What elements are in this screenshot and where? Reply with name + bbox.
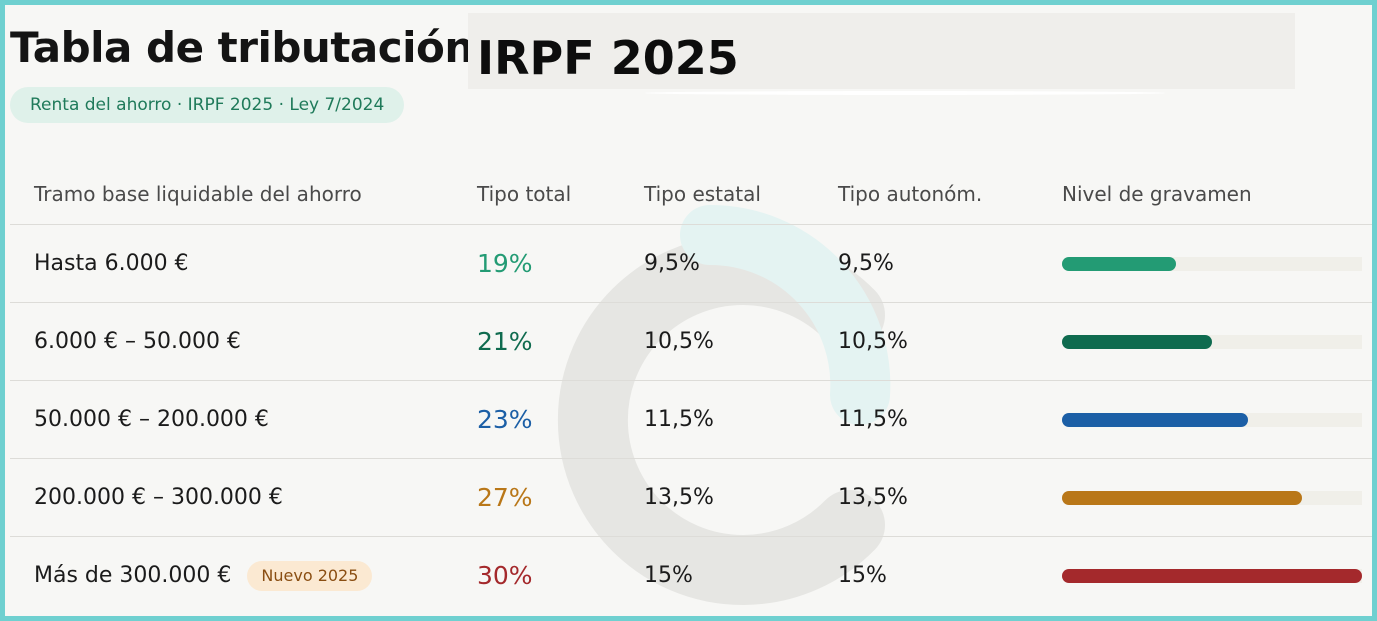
cell-tramo: 50.000 € – 200.000 € bbox=[10, 380, 476, 459]
level-bar-fill bbox=[1062, 490, 1302, 505]
cell-tipo-autonomico: 15% bbox=[838, 563, 887, 588]
cell-tramo: Más de 300.000 € Nuevo 2025 bbox=[10, 537, 476, 615]
cell-tipo-autonomico: 11,5% bbox=[837, 380, 1061, 459]
cell-tipo-autonomico: 10,5% bbox=[837, 302, 1061, 381]
cell-tipo-estatal: 10,5% bbox=[643, 302, 837, 381]
column-header-tipo-total: Tipo total bbox=[476, 163, 643, 225]
table-row: 50.000 € – 200.000 €23% 11,5% 11,5% bbox=[10, 380, 1372, 459]
level-bar-track bbox=[1062, 256, 1362, 271]
cell-nivel bbox=[1061, 380, 1372, 459]
level-bar-fill bbox=[1062, 412, 1248, 427]
cell-tipo-estatal: 11,5% bbox=[643, 380, 837, 459]
level-bar-fill bbox=[1062, 568, 1362, 583]
cell-tramo: 200.000 € – 300.000 € bbox=[10, 458, 476, 537]
cell-tipo-total: 21% bbox=[476, 302, 643, 381]
subtitle-badge: Renta del ahorro · IRPF 2025 · Ley 7/202… bbox=[10, 87, 405, 123]
cell-tipo-estatal: 13,5% bbox=[643, 458, 837, 537]
cell-tipo-autonomico: 9,5% bbox=[837, 224, 1061, 303]
cell-tipo-total: 23% bbox=[476, 380, 643, 459]
level-bar-track bbox=[1062, 490, 1362, 505]
column-header-tipo-autonomico: Tipo autonóm. bbox=[837, 163, 1061, 225]
tax-table: Tramo base liquidable del ahorro Tipo to… bbox=[10, 163, 1372, 615]
level-bar-fill bbox=[1062, 256, 1176, 271]
column-header-tipo-estatal: Tipo estatal bbox=[643, 163, 837, 225]
cell-tipo-autonomico: 13,5% bbox=[837, 458, 1061, 537]
title-overlay: IRPF 2025 bbox=[468, 13, 1295, 89]
overlay-underline bbox=[645, 91, 1165, 95]
table-row: 200.000 € – 300.000 €27% 13,5% 13,5% bbox=[10, 458, 1372, 537]
tramo-label: 200.000 € – 300.000 € bbox=[34, 485, 283, 510]
column-header-tramo: Tramo base liquidable del ahorro bbox=[10, 163, 476, 225]
cell-tramo: 6.000 € – 50.000 € bbox=[10, 302, 476, 381]
cell-nivel bbox=[1061, 302, 1372, 381]
title-overlay-text: IRPF 2025 bbox=[477, 31, 739, 85]
cell-tipo-total: 30% bbox=[477, 561, 533, 590]
table-row: 6.000 € – 50.000 €21% 10,5% 10,5% bbox=[10, 302, 1372, 381]
level-bar-track bbox=[1062, 334, 1362, 349]
cell-tramo: Hasta 6.000 € bbox=[10, 224, 476, 303]
table-row: Más de 300.000 € Nuevo 2025 30% 15% 15% bbox=[10, 537, 1372, 615]
page-title: Tabla de tributación bbox=[10, 23, 474, 72]
cell-tipo-total: 27% bbox=[476, 458, 643, 537]
cell-tipo-estatal: 9,5% bbox=[643, 224, 837, 303]
level-bar-track bbox=[1062, 568, 1362, 583]
cell-nivel bbox=[1061, 458, 1372, 537]
cell-tipo-estatal: 15% bbox=[644, 563, 693, 588]
cell-nivel bbox=[1061, 537, 1372, 615]
column-header-nivel: Nivel de gravamen bbox=[1061, 163, 1372, 225]
cell-nivel bbox=[1061, 224, 1372, 303]
level-bar-track bbox=[1062, 412, 1362, 427]
table-header-row: Tramo base liquidable del ahorro Tipo to… bbox=[10, 163, 1372, 225]
table-row: Hasta 6.000 €19% 9,5% 9,5% bbox=[10, 224, 1372, 303]
new-badge: Nuevo 2025 bbox=[247, 560, 373, 591]
tramo-label: 50.000 € – 200.000 € bbox=[34, 407, 269, 432]
tramo-label: 6.000 € – 50.000 € bbox=[34, 329, 241, 354]
cell-tipo-total: 19% bbox=[476, 224, 643, 303]
level-bar-fill bbox=[1062, 334, 1212, 349]
tramo-label: Hasta 6.000 € bbox=[34, 251, 189, 276]
tramo-label: Más de 300.000 € bbox=[34, 562, 232, 588]
